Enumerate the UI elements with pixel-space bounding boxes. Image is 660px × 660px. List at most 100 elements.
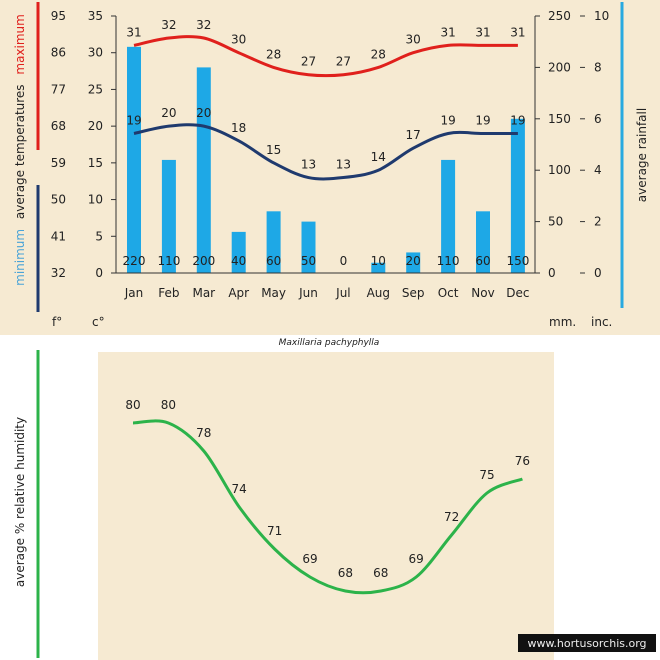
min-temp-label: 15	[266, 143, 281, 157]
max-temp-label: 32	[196, 18, 211, 32]
rainfall-bar	[406, 252, 421, 273]
inch-tick-label: 4	[594, 163, 602, 177]
celsius-tick-label: 15	[88, 156, 103, 170]
rainfall-bar	[231, 231, 246, 273]
rainfall-bar	[476, 211, 490, 273]
rainfall-label: 60	[266, 254, 281, 268]
min-temp-label: 20	[161, 106, 176, 120]
max-temp-label: 31	[510, 25, 525, 39]
humidity-label: 78	[196, 426, 211, 440]
min-temp-label: 19	[440, 113, 455, 127]
inch-tick-label: 6	[594, 112, 602, 126]
humidity-label: 68	[338, 566, 353, 580]
axes-ticks: 0510152025303532415059687786950501001502…	[51, 9, 610, 300]
inch-tick-label: 0	[594, 266, 602, 280]
min-temp-line	[133, 123, 518, 181]
mm-tick-label: 200	[548, 60, 571, 74]
rainfall-bar	[266, 211, 281, 273]
mm-tick-label: 50	[548, 215, 563, 229]
temp-axis-title-minimum: minimum	[13, 229, 27, 286]
month-tick-label: Sep	[402, 286, 425, 300]
fahrenheit-tick-label: 59	[51, 156, 66, 170]
rainfall-label: 10	[371, 254, 386, 268]
min-temp-label: 14	[371, 150, 386, 164]
temp-axis-title-maximum: maximum	[13, 14, 27, 74]
rainfall-bar	[196, 67, 211, 274]
month-tick-label: Nov	[471, 286, 494, 300]
humidity-chart-background	[98, 352, 554, 660]
inch-unit-label: inc.	[591, 315, 612, 329]
humidity-label: 69	[409, 552, 424, 566]
mm-tick-label: 250	[548, 9, 571, 23]
celsius-unit-label: c°	[92, 315, 105, 329]
humidity-label: 68	[373, 566, 388, 580]
fahrenheit-tick-label: 68	[51, 119, 66, 133]
temp-axis-title: minimum average temperatures maximum	[13, 14, 27, 286]
rainfall-label: 110	[157, 254, 180, 268]
mm-tick-label: 0	[548, 266, 556, 280]
min-temp-label: 19	[510, 113, 525, 127]
top-chart-background	[0, 0, 660, 335]
humidity-label: 75	[479, 468, 494, 482]
inch-tick-label: 2	[594, 215, 602, 229]
rainfall-label: 40	[231, 254, 246, 268]
celsius-tick-label: 25	[88, 82, 103, 96]
rainfall-bar	[441, 159, 456, 273]
rainfall-label: 60	[475, 254, 490, 268]
min-temp-label: 19	[126, 113, 141, 127]
rainfall-label: 20	[406, 254, 421, 268]
mm-unit-label: mm.	[549, 315, 576, 329]
month-tick-label: May	[261, 286, 286, 300]
species-caption: Maxillaria pachyphylla	[279, 338, 380, 348]
celsius-tick-label: 30	[88, 46, 103, 60]
rainfall-label: 150	[506, 254, 529, 268]
max-temp-label: 28	[371, 47, 386, 61]
max-temp-label: 32	[161, 18, 176, 32]
fahrenheit-tick-label: 32	[51, 266, 66, 280]
humidity-axis-title: average % relative humidity	[13, 417, 27, 587]
humidity-line	[132, 419, 523, 595]
rainfall-bar	[127, 46, 141, 274]
min-temp-label: 13	[336, 158, 351, 172]
fahrenheit-tick-label: 50	[51, 193, 66, 207]
rainfall-bar	[161, 159, 176, 273]
min-temp-label: 17	[406, 128, 421, 142]
max-temp-label: 27	[301, 55, 316, 69]
humidity-label: 69	[302, 552, 317, 566]
month-tick-label: Jul	[335, 286, 350, 300]
humidity-label: 80	[161, 398, 176, 412]
watermark-background	[518, 634, 656, 652]
fahrenheit-tick-label: 95	[51, 9, 66, 23]
month-tick-label: Aug	[367, 286, 390, 300]
max-temp-line	[133, 35, 518, 78]
celsius-tick-label: 5	[95, 229, 103, 243]
celsius-tick-label: 20	[88, 119, 103, 133]
fahrenheit-unit-label: f°	[52, 315, 62, 329]
fahrenheit-tick-label: 41	[51, 229, 66, 243]
temperature-lines	[133, 35, 518, 181]
inch-tick-label: 8	[594, 60, 602, 74]
max-temp-label: 31	[440, 25, 455, 39]
min-temp-label: 20	[196, 106, 211, 120]
celsius-tick-label: 10	[88, 193, 103, 207]
rain-axis-title: average rainfall	[635, 108, 649, 202]
mm-tick-label: 150	[548, 112, 571, 126]
min-temp-label: 18	[231, 121, 246, 135]
inch-tick-label: 10	[594, 9, 609, 23]
month-tick-label: Apr	[228, 286, 249, 300]
rainfall-label: 110	[437, 254, 460, 268]
fahrenheit-tick-label: 86	[51, 46, 66, 60]
month-tick-label: Jun	[298, 286, 318, 300]
rainfall-label: 0	[340, 254, 348, 268]
month-tick-label: Mar	[192, 286, 215, 300]
month-tick-label: Jan	[124, 286, 144, 300]
humidity-label: 76	[515, 454, 530, 468]
humidity-label: 72	[444, 510, 459, 524]
max-temp-label: 30	[406, 33, 421, 47]
data-labels: 31 32 32 30 28 27 27 28 30 31 31 31 19 20 20 18 15 13 13 14…	[123, 18, 530, 268]
month-tick-label: Feb	[158, 286, 179, 300]
rainfall-bar	[301, 221, 316, 273]
month-tick-label: Oct	[438, 286, 459, 300]
max-temp-label: 27	[336, 55, 351, 69]
